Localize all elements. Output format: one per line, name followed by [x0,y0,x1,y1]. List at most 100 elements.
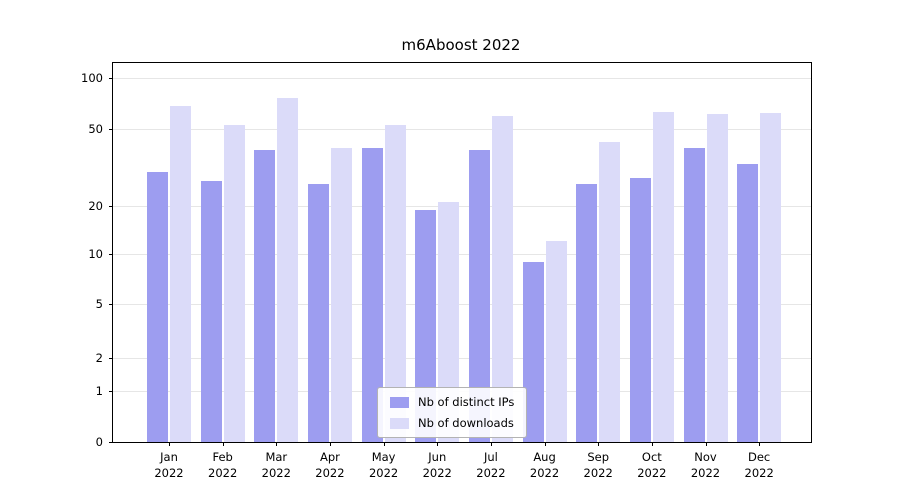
x-tick-year: 2022 [154,466,184,481]
legend-label: Nb of distinct IPs [418,395,515,409]
x-tick-year: 2022 [744,466,774,481]
bar-nb-of-downloads-oct [652,111,674,442]
y-tick-label: 1 [95,384,103,398]
x-tick-mark [651,442,653,446]
gridline-y-2 [113,358,811,359]
bar-nb-of-downloads-jul [491,115,513,442]
chart-title: m6Aboost 2022 [401,36,521,54]
x-tick-month: Feb [212,450,233,464]
x-tick-month: Jul [483,450,498,464]
x-tick-mark [598,442,600,446]
legend-swatch-nb-of-distinct-ips [390,396,409,408]
x-tick-month: Jun [428,450,447,464]
x-tick-mark [705,442,707,446]
x-tick-month: Nov [694,450,717,464]
y-tick-mark [109,304,113,305]
x-tick-mark [759,442,761,446]
x-tick-year: 2022 [690,466,721,481]
x-tick-label-sep: Sep 2022 [584,449,613,481]
x-tick-mark [222,442,224,446]
x-tick-year: 2022 [315,466,345,481]
x-tick-label-nov: Nov 2022 [691,449,720,481]
y-tick-mark [109,254,113,255]
x-tick-year: 2022 [476,466,506,481]
x-tick-label-mar: Mar 2022 [262,449,291,481]
bar-nb-of-downloads-feb [223,124,245,442]
y-tick-mark [109,206,113,207]
bar-nb-of-distinct-ips-jun [415,209,437,442]
x-tick-year: 2022 [261,466,291,481]
bar-nb-of-distinct-ips-sep [576,183,598,442]
gridline-y-50 [113,129,811,130]
gridline-y-100 [113,78,811,79]
x-tick-year: 2022 [208,466,238,481]
y-tick-label: 5 [95,297,103,311]
legend-swatch-nb-of-downloads [390,417,409,429]
x-tick-month: Aug [533,450,556,464]
y-tick-mark [109,358,113,359]
x-tick-label-jun: Jun 2022 [423,449,452,481]
legend: Nb of distinct IPs Nb of downloads [377,387,528,438]
bar-nb-of-distinct-ips-aug [522,261,544,442]
y-tick-label: 100 [81,71,103,85]
bar-nb-of-downloads-jun [438,201,460,442]
y-tick-label: 2 [95,351,103,365]
x-tick-label-may: May 2022 [369,449,398,481]
x-tick-month: Oct [641,450,662,464]
y-tick-label: 0 [95,435,103,449]
legend-item-nb-of-distinct-ips: Nb of distinct IPs [390,395,514,409]
bar-nb-of-distinct-ips-apr [307,183,329,442]
x-tick-year: 2022 [368,466,399,481]
bar-nb-of-downloads-apr [330,147,352,442]
x-tick-year: 2022 [529,466,560,481]
bar-nb-of-distinct-ips-dec [737,163,759,442]
x-tick-label-oct: Oct 2022 [637,449,666,481]
bar-nb-of-downloads-dec [760,113,782,442]
x-tick-month: Jan [160,450,178,464]
y-tick-mark [109,78,113,79]
bar-nb-of-distinct-ips-jan [147,171,168,442]
x-tick-year: 2022 [583,466,613,481]
gridline-y-10 [113,254,811,255]
gridline-y-5 [113,304,811,305]
bar-nb-of-distinct-ips-mar [254,149,276,442]
x-tick-month: May [371,450,396,464]
x-tick-mark [544,442,546,446]
bar-nb-of-downloads-mar [277,98,299,442]
y-tick-label: 50 [88,122,103,136]
x-tick-mark [383,442,385,446]
x-tick-year: 2022 [422,466,452,481]
x-tick-label-aug: Aug 2022 [530,449,559,481]
y-tick-mark [109,442,113,443]
x-tick-month: Sep [587,450,610,464]
legend-item-nb-of-downloads: Nb of downloads [390,416,514,430]
x-tick-label-apr: Apr 2022 [315,449,344,481]
bar-nb-of-downloads-may [384,124,406,442]
x-tick-label-dec: Dec 2022 [745,449,774,481]
y-tick-label: 10 [88,247,103,261]
bar-nb-of-downloads-aug [545,241,567,442]
bar-nb-of-downloads-jan [170,106,191,442]
x-tick-mark [276,442,278,446]
plot-area: 0 1 2 5 10 20 50 100 Jan 2022 Feb 2022 Mar 2022 Apr 202… [81,62,812,480]
x-tick-month: Dec [748,450,771,464]
bar-nb-of-distinct-ips-nov [683,147,705,442]
x-tick-mark [169,442,170,446]
gridline-y-20 [113,206,811,207]
legend-label: Nb of downloads [418,416,514,430]
x-tick-mark [490,442,492,446]
x-tick-label-jan: Jan 2022 [154,449,183,481]
x-tick-year: 2022 [637,466,667,481]
x-tick-label-jul: Jul 2022 [476,449,505,481]
y-tick-mark [109,129,113,130]
y-tick-label: 20 [88,199,103,213]
x-tick-label-feb: Feb 2022 [208,449,237,481]
bar-nb-of-distinct-ips-oct [629,177,651,442]
x-tick-mark [437,442,439,446]
x-tick-month: Apr [319,450,340,464]
bar-nb-of-distinct-ips-jul [468,149,490,442]
x-tick-month: Mar [265,450,288,464]
y-tick-mark [109,391,113,392]
bar-nb-of-downloads-sep [599,141,621,442]
